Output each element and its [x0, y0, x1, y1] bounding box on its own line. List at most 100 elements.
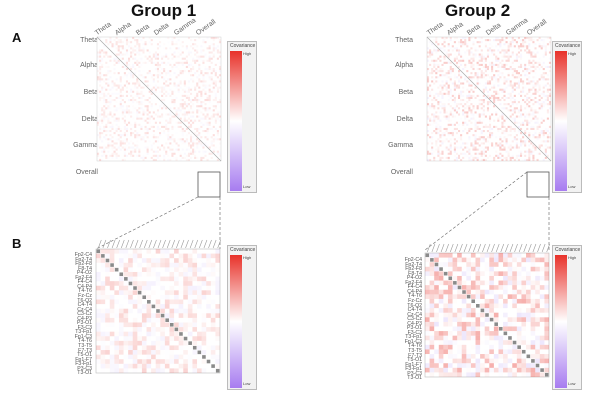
- g2-a-cell: [528, 37, 531, 40]
- g1-b-cell: [128, 363, 133, 369]
- g2-a-cell: [453, 109, 456, 112]
- g2-a-cell: [510, 147, 512, 149]
- g1-a-cell: [151, 147, 153, 149]
- g1-a-cell: [150, 156, 153, 159]
- g2-a-cell: [478, 144, 481, 147]
- g1-b-cell: [164, 258, 170, 263]
- g2-a-cell: [524, 65, 527, 68]
- g1-a-cell: [202, 130, 205, 133]
- g2-a-cell: [511, 113, 514, 116]
- g2-a-cell: [526, 51, 529, 54]
- g2-b-channel-row-label: T6-O2: [407, 302, 422, 309]
- g2-a-cell: [475, 126, 477, 128]
- g1-a-cell: [119, 94, 122, 97]
- g1-a-cell: [105, 82, 108, 85]
- g1-b-cell: [178, 304, 184, 309]
- g1-a-colorbar-low: Low: [243, 184, 251, 189]
- g2-a-cell: [447, 43, 450, 46]
- g2-a-cell: [503, 146, 506, 149]
- g2-b-cell: [443, 280, 448, 286]
- g1-b-diagonal-cell: [192, 345, 197, 350]
- g1-a-cell: [99, 119, 102, 122]
- g1-a-cell: [111, 89, 113, 91]
- g2-a-cell: [437, 80, 439, 82]
- g1-b-cell: [210, 322, 216, 328]
- g1-b-cell: [123, 331, 129, 337]
- g1-a-cell: [188, 105, 190, 107]
- g1-a-cell: [123, 134, 126, 137]
- g1-a-cell: [126, 76, 128, 78]
- g2-a-cell: [484, 70, 487, 73]
- g2-a-cell: [455, 55, 458, 58]
- g1-a-diagonal: [96, 36, 222, 162]
- g2-a-cell: [517, 80, 520, 83]
- g2-b-cell: [438, 294, 444, 299]
- g2-a-cell: [486, 90, 489, 93]
- g2-b-cell: [461, 354, 467, 359]
- g1-a-cell: [124, 54, 126, 56]
- g2-a-cell: [474, 146, 477, 149]
- g1-b-cell: [174, 276, 179, 282]
- g2-a-cell: [489, 47, 492, 50]
- g2-a-cell: [499, 103, 502, 106]
- g2-a-cell: [486, 74, 489, 77]
- g2-a-cell: [449, 88, 452, 91]
- g2-b-cell: [530, 372, 536, 377]
- g1-a-cell: [111, 86, 114, 89]
- g2-a-cell: [542, 105, 545, 108]
- g1-b-cell: [206, 304, 211, 309]
- g1-a-cell: [107, 105, 110, 108]
- g2-b-cell: [480, 271, 485, 276]
- g2-a-cell: [470, 94, 473, 97]
- g2-a-cell: [460, 41, 463, 44]
- g1-a-cell: [206, 123, 209, 126]
- g2-a-cell: [501, 154, 504, 157]
- g1-b-cell: [174, 336, 179, 341]
- g2-a-cell: [528, 61, 531, 64]
- g1-a-cell: [165, 55, 168, 58]
- g1-b-cell: [215, 267, 220, 272]
- g2-b-cell: [448, 331, 453, 336]
- g2-b-cell: [530, 303, 536, 309]
- g1-a-cell: [107, 107, 110, 110]
- g2-b-cell: [503, 253, 508, 258]
- g2-b-cell: [516, 280, 522, 286]
- g2-a-cell: [480, 63, 483, 66]
- g2-b-cell: [453, 308, 458, 313]
- g1-a-cell: [214, 121, 217, 124]
- g1-a-cell: [115, 78, 118, 81]
- g2-a-cell: [453, 82, 456, 85]
- g1-a-cell: [99, 158, 102, 161]
- g2-a-cell: [501, 144, 504, 147]
- g2-a-cell: [497, 70, 500, 73]
- g2-a-cell: [427, 130, 430, 133]
- g1-a-cell: [136, 101, 138, 103]
- g2-a-cell: [546, 96, 549, 99]
- g1-a-cell: [99, 72, 102, 75]
- g2-a-cell: [458, 70, 461, 73]
- g1-a-cell: [152, 154, 155, 157]
- g1-a-cell: [210, 57, 213, 60]
- g1-a-cell: [136, 94, 139, 97]
- g1-a-cell: [138, 95, 140, 97]
- g1-a-cell: [192, 74, 195, 77]
- g2-b-cell: [443, 312, 448, 318]
- g1-b-cell: [132, 249, 138, 254]
- g1-a-cell: [198, 132, 201, 135]
- g1-a-cell: [177, 148, 180, 151]
- g1-a-cell: [97, 68, 99, 70]
- g2-a-cell: [439, 89, 441, 91]
- g2-a-cell: [513, 121, 516, 124]
- g2-a-cell: [546, 136, 549, 139]
- g2-a-cell: [468, 96, 471, 99]
- g1-a-cell: [190, 105, 193, 108]
- g2-b-diagonal-cell: [480, 308, 485, 313]
- g1-a-cell: [115, 96, 118, 99]
- g2-b-cell: [457, 294, 462, 299]
- g2-a-cell: [548, 94, 551, 97]
- g1-b-col-label-stub: [180, 239, 185, 249]
- g2-a-cell: [481, 147, 483, 149]
- g1-a-cell: [111, 147, 113, 149]
- g1-b-cell: [105, 267, 110, 272]
- g1-a-cell: [152, 78, 155, 81]
